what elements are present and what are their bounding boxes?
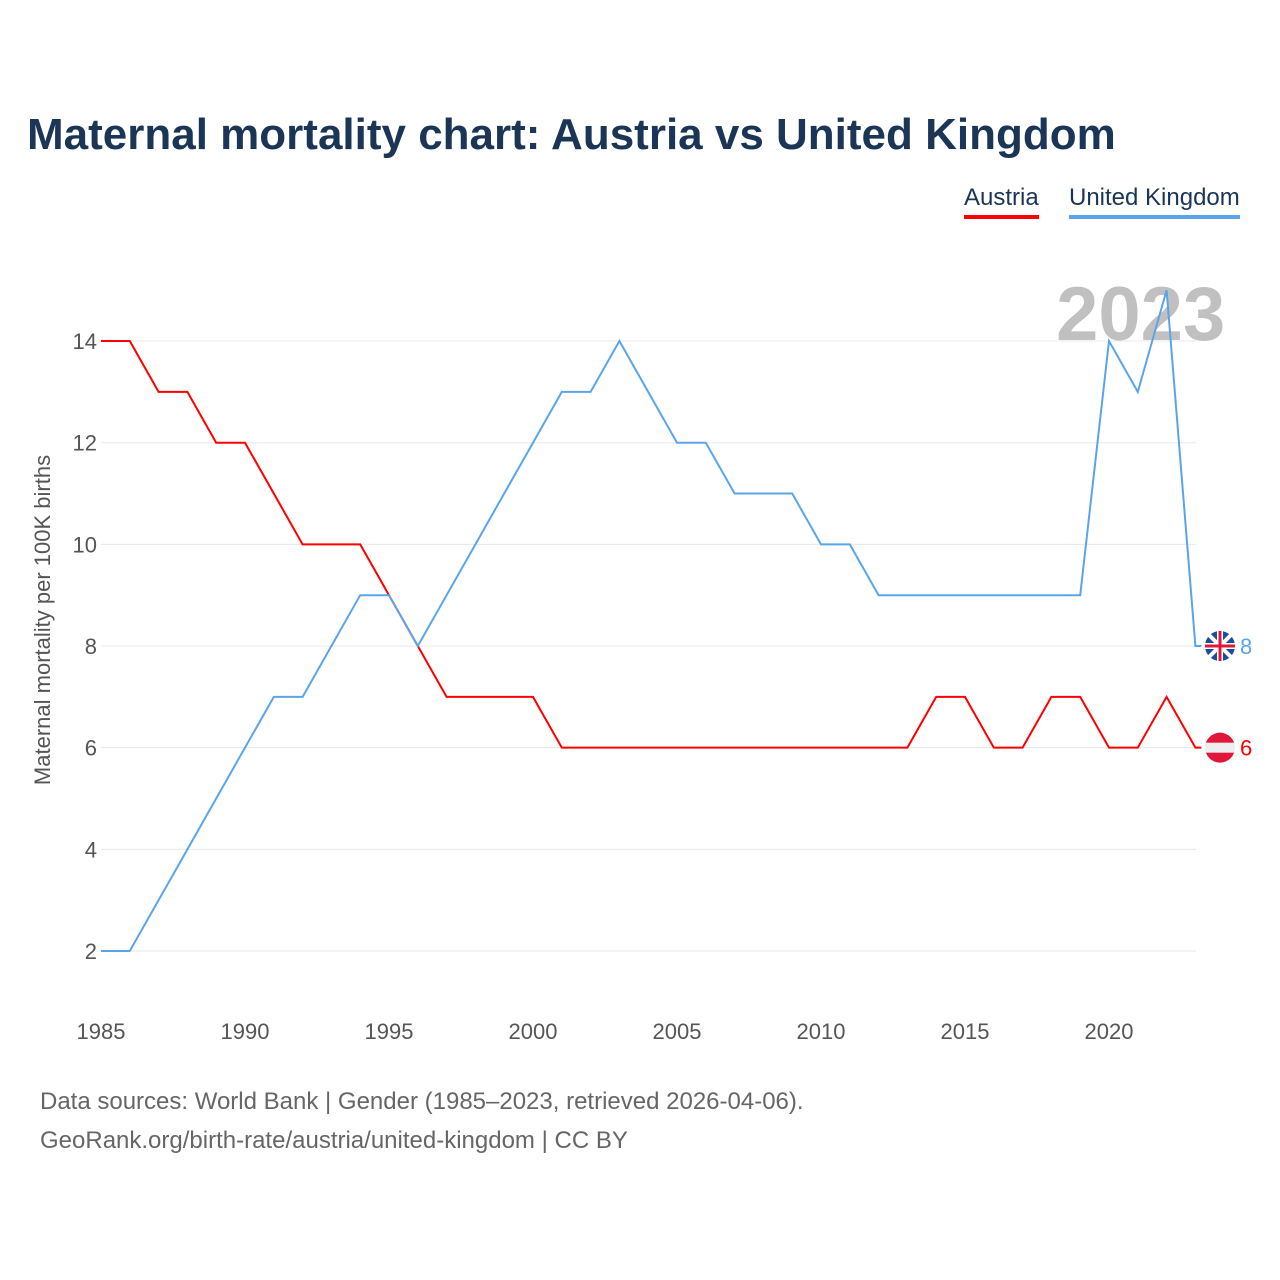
y-tick-label: 4 (85, 837, 97, 862)
x-tick-label: 1990 (221, 1019, 270, 1044)
x-tick-label: 1985 (77, 1019, 126, 1044)
series-line-united-kingdom (101, 289, 1202, 952)
x-tick-label: 2020 (1085, 1019, 1134, 1044)
end-value-label: 6 (1240, 736, 1252, 761)
x-tick-label: 2005 (653, 1019, 702, 1044)
y-tick-label: 6 (85, 736, 97, 761)
x-tick-label: 1995 (365, 1019, 414, 1044)
year-watermark: 2023 (1056, 272, 1225, 357)
y-tick-label: 2 (85, 939, 97, 964)
y-axis-label: Maternal mortality per 100K births (30, 455, 55, 785)
legend-united-kingdom[interactable]: United Kingdom (1069, 184, 1240, 219)
y-tick-label: 14 (73, 329, 97, 354)
end-value-label: 8 (1240, 634, 1252, 659)
source-line: Data sources: World Bank | Gender (1985–… (40, 1088, 804, 1115)
y-tick-label: 12 (73, 431, 97, 456)
y-tick-label: 10 (73, 532, 97, 557)
x-tick-label: 2010 (797, 1019, 846, 1044)
x-tick-label: 2000 (509, 1019, 558, 1044)
chart-title: Maternal mortality chart: Austria vs Uni… (27, 110, 1116, 159)
y-tick-label: 8 (85, 634, 97, 659)
x-tick-label: 2015 (941, 1019, 990, 1044)
uk-flag-cross-red (1205, 631, 1235, 662)
series-line-austria (101, 340, 1202, 749)
austria-flag-stripe (1205, 742, 1235, 753)
source-url[interactable]: GeoRank.org/birth-rate/austria/united-ki… (40, 1127, 628, 1154)
legend-austria[interactable]: Austria (964, 184, 1039, 219)
